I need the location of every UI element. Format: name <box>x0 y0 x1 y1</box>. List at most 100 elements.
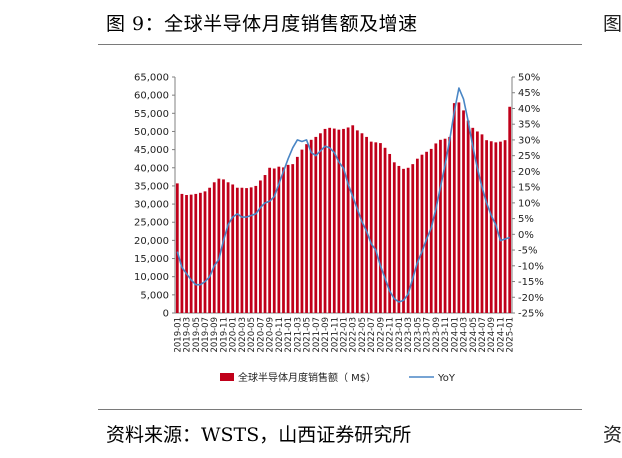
sales-bar <box>295 156 299 313</box>
x-tick-label: 2022-01 <box>340 317 350 353</box>
sales-bar <box>485 140 488 313</box>
x-tick-label: 2020-09 <box>266 317 276 353</box>
left-tick-label: 30,000 <box>134 200 169 211</box>
right-tick-label: -10% <box>518 261 544 272</box>
sales-bar <box>180 193 184 313</box>
sales-bar <box>185 195 188 313</box>
sales-bar <box>346 127 350 313</box>
x-tick-label: 2019-03 <box>183 317 193 353</box>
sales-bar <box>249 187 253 313</box>
sales-bar <box>203 191 207 313</box>
sales-bar <box>425 151 428 313</box>
sales-bar <box>323 128 327 313</box>
sales-bar <box>259 180 262 313</box>
sales-bar <box>452 103 456 313</box>
legend-bar-swatch <box>220 373 234 381</box>
left-tick-label: 50,000 <box>134 127 169 138</box>
sales-bar <box>189 194 193 313</box>
x-tick-label: 2024-03 <box>460 317 470 353</box>
sales-bar <box>443 138 447 313</box>
x-tick-label: 2020-07 <box>256 317 266 353</box>
x-tick-label: 2019-05 <box>192 317 202 353</box>
sales-bar <box>508 106 512 314</box>
sales-bar <box>342 128 345 313</box>
sales-bar <box>226 182 230 313</box>
x-tick-label: 2020-11 <box>275 317 285 353</box>
left-tick-label: 15,000 <box>134 254 169 265</box>
sales-bar <box>351 125 355 313</box>
x-tick-label: 2019-01 <box>173 317 183 353</box>
sales-bar <box>475 131 479 313</box>
legend-sales-label: 全球半导体月度销售额（ M$） <box>238 371 376 384</box>
sales-bar <box>379 143 382 313</box>
yoy-line <box>176 87 510 303</box>
sales-bar <box>314 136 318 313</box>
sales-bar <box>282 167 285 313</box>
sales-bar <box>222 179 225 313</box>
x-tick-label: 2022-03 <box>349 317 359 353</box>
x-tick-label: 2019-11 <box>219 317 229 353</box>
sales-bar <box>369 141 373 313</box>
right-tick-label: -20% <box>518 293 544 304</box>
sales-bar <box>411 164 415 313</box>
x-tick-label: 2022-09 <box>376 317 386 353</box>
sales-bar <box>503 140 507 313</box>
right-tick-label: 50% <box>518 73 540 84</box>
right-tick-label: 15% <box>518 183 540 194</box>
x-tick-label: 2021-11 <box>330 317 340 353</box>
sales-bar <box>305 144 308 313</box>
left-tick-label: 40,000 <box>134 163 169 174</box>
sales-bar <box>309 139 313 313</box>
sales-bar <box>268 167 272 313</box>
figure-title: 图 9：全球半导体月度销售额及增速 <box>106 13 418 35</box>
sales-bar <box>499 141 502 313</box>
sales-bar <box>402 168 405 313</box>
left-axis-ticks: 0 5,000 10,000 15,000 20,000 25,000 30,000 35,0… <box>134 73 175 320</box>
sales-bar <box>212 182 216 313</box>
sales-bar <box>355 130 359 313</box>
sales-bar <box>277 166 281 313</box>
x-tick-label: 2024-07 <box>478 317 488 353</box>
yoy-line-layer <box>176 87 510 303</box>
sales-bar <box>208 187 212 313</box>
x-tick-label: 2020-03 <box>238 317 248 353</box>
source-rule <box>98 409 582 410</box>
left-tick-label: 5,000 <box>140 290 169 301</box>
sales-bar <box>328 127 332 313</box>
sales-bar <box>240 187 244 313</box>
sales-bar <box>392 162 396 313</box>
sales-bar <box>434 143 438 313</box>
sales-bar <box>175 183 179 313</box>
right-tick-label: -25% <box>518 309 544 320</box>
sales-bar <box>388 153 392 313</box>
sales-bar <box>291 164 295 313</box>
sales-bar <box>439 139 442 313</box>
sales-bar <box>263 175 267 313</box>
right-tick-label: 10% <box>518 198 540 209</box>
sales-bar <box>300 149 304 313</box>
sales-bar <box>420 154 424 313</box>
sales-bar <box>489 141 493 313</box>
x-tick-label: 2019-07 <box>201 317 211 353</box>
sales-bar <box>332 128 336 313</box>
right-tick-label: -15% <box>518 277 544 288</box>
x-tick-label: 2025-01 <box>506 317 516 353</box>
title-rule <box>98 44 582 45</box>
right-tick-label: 0% <box>518 230 534 241</box>
right-tick-label: 30% <box>518 135 540 146</box>
left-tick-label: 0 <box>163 309 169 320</box>
x-tick-label: 2024-11 <box>496 317 506 353</box>
right-tick-label: 45% <box>518 88 540 99</box>
adjacent-figure-title-fragment: 图 <box>602 13 622 35</box>
x-tick-label: 2021-03 <box>293 317 303 353</box>
x-tick-label: 2022-05 <box>358 317 368 353</box>
sales-bar <box>480 134 484 313</box>
x-tick-label: 2021-09 <box>321 317 331 353</box>
x-tick-label: 2019-09 <box>210 317 220 353</box>
right-axis-ticks: -25% -20% -15% -10% -5% 0% 5% 10% 15% 20% 25% 30% 35… <box>512 73 544 320</box>
x-tick-label: 2021-07 <box>312 317 322 353</box>
x-tick-label: 2023-11 <box>441 317 451 353</box>
sales-bar <box>319 133 322 313</box>
x-tick-label: 2023-05 <box>413 317 423 353</box>
sales-bar <box>415 158 419 313</box>
